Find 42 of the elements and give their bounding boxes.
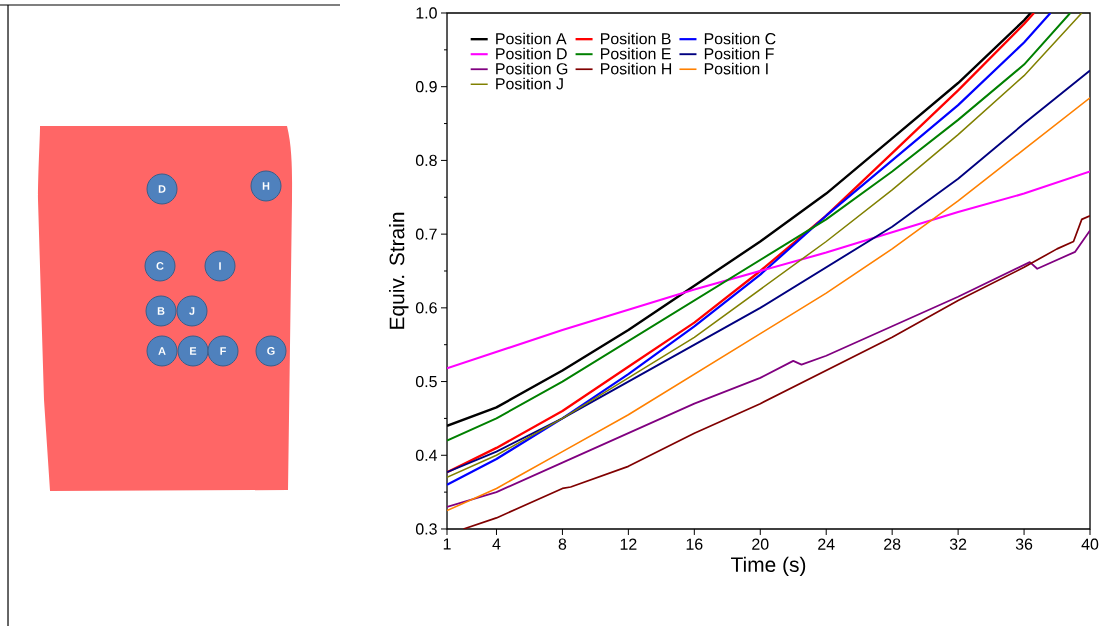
x-tick-label: 32 — [949, 538, 967, 550]
x-tick-label: 12 — [620, 538, 637, 550]
y-tick-label: 0.5 — [415, 375, 437, 388]
text: B — [157, 307, 165, 315]
x-tick-label: 28 — [884, 538, 901, 550]
legend-label: Position F — [704, 47, 774, 60]
text: J — [189, 307, 195, 315]
legend-label: Position C — [704, 32, 776, 45]
text: E — [190, 347, 197, 355]
x-tick-label: 8 — [558, 538, 567, 550]
text: G — [267, 347, 275, 355]
legend-label: Position E — [601, 47, 671, 60]
legend-label: Position H — [601, 62, 672, 75]
legend-label: Position D — [496, 47, 567, 60]
y-tick-label: 0.9 — [415, 81, 437, 93]
x-tick-label: 1 — [443, 538, 451, 550]
text: A — [158, 347, 166, 355]
text: D — [158, 185, 166, 193]
x-tick-label: 4 — [492, 538, 501, 550]
x-tick-label: 20 — [752, 538, 769, 550]
y-tick-label: 0.8 — [415, 154, 437, 167]
x-tick-label: 24 — [818, 538, 835, 550]
legend-label: Position I — [704, 62, 768, 75]
text: F — [220, 347, 226, 355]
x-tick-label: 40 — [1081, 538, 1099, 550]
x-tick-label: 16 — [686, 538, 703, 550]
legend-label: Position B — [601, 32, 671, 45]
legend-label: Position G — [496, 62, 568, 75]
y-tick-label: 0.6 — [415, 302, 437, 314]
legend-label: Position A — [496, 32, 567, 45]
text: H — [262, 182, 270, 190]
text: C — [156, 262, 164, 270]
x-axis-title: Time (s) — [731, 556, 806, 577]
y-tick-label: 0.7 — [415, 228, 437, 240]
y-axis-title: Equiv. Strain — [388, 212, 409, 329]
y-tick-label: 0.4 — [415, 449, 438, 461]
legend-label: Position J — [496, 77, 563, 90]
y-tick-label: 1.0 — [416, 7, 437, 19]
text: I — [219, 262, 221, 270]
line-series — [447, 170, 1091, 370]
x-tick-label: 36 — [1015, 538, 1033, 550]
y-tick-label: 0.3 — [415, 523, 437, 535]
